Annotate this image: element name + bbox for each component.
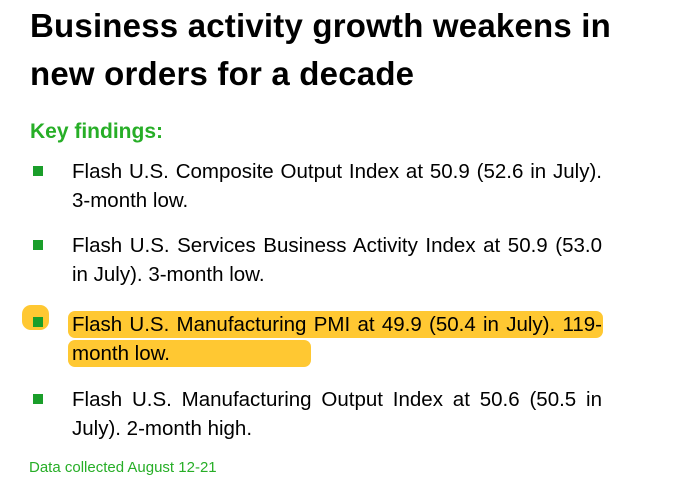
square-bullet-icon: [33, 317, 43, 327]
square-bullet-icon: [33, 240, 43, 250]
data-collected-note: Data collected August 12-21: [29, 459, 217, 476]
finding-text: Flash U.S. Composite Output Index at 50.…: [72, 160, 602, 212]
square-bullet-icon: [33, 394, 43, 404]
square-bullet-icon: [33, 166, 43, 176]
key-findings-heading: Key findings:: [30, 120, 164, 143]
highlight-mark-line-2: [68, 340, 311, 367]
finding-text: Flash U.S. Manufacturing PMI at 49.9 (50…: [72, 313, 602, 365]
page-title: Business activity growth weakens in new …: [30, 7, 612, 92]
highlight-mark-line-1: [68, 311, 603, 338]
finding-text: Flash U.S. Manufacturing Output Index at…: [72, 388, 602, 440]
finding-text: Flash U.S. Services Business Activity In…: [72, 234, 602, 286]
